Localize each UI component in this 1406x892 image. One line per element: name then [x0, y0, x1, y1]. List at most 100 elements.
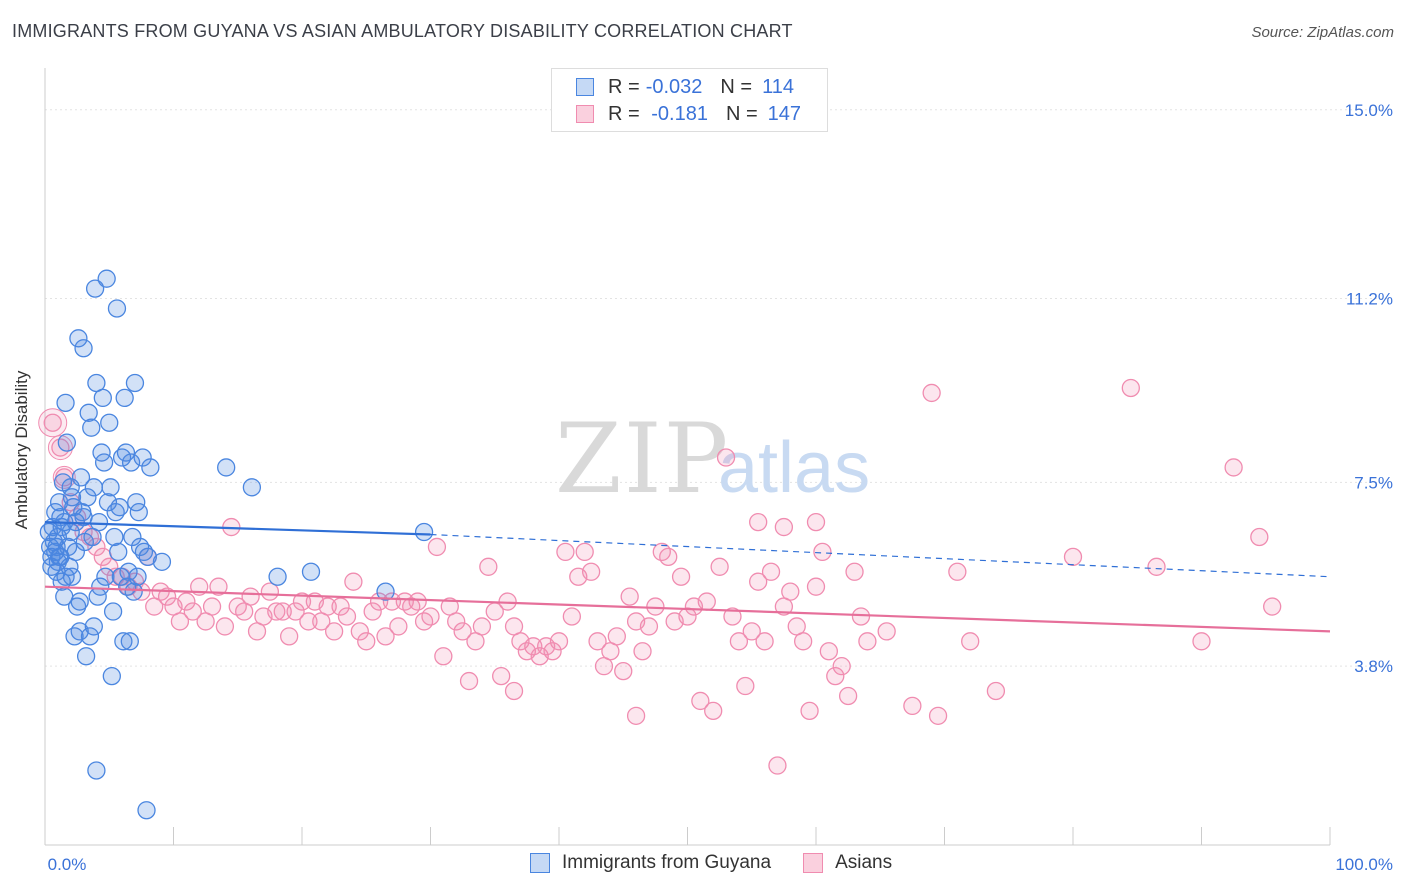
data-point-guyana [301, 562, 321, 581]
data-point-guyana [116, 443, 136, 462]
data-point-asians [729, 632, 749, 651]
legend-row-asians: R = -0.181 N = 147 [576, 102, 801, 126]
data-point-guyana [80, 627, 100, 646]
data-point-asians [292, 592, 312, 611]
data-point-asians [774, 517, 794, 537]
data-point-guyana [141, 458, 160, 477]
data-point-asians [427, 537, 447, 557]
data-point-asians [447, 612, 466, 631]
data-point-guyana [56, 567, 75, 586]
data-point-guyana [105, 527, 124, 547]
data-point-asians [524, 637, 543, 656]
data-point-asians [749, 572, 768, 591]
data-point-asians [286, 602, 305, 621]
data-point-asians [832, 657, 851, 676]
data-point-guyana [98, 493, 118, 512]
data-point-guyana [89, 512, 109, 532]
data-point-asians [671, 567, 691, 586]
data-point-asians [241, 587, 260, 606]
legend-r-label: R = [608, 102, 640, 125]
data-point-asians [132, 582, 151, 601]
legend-r-value: -0.032 [645, 75, 703, 98]
data-point-asians [723, 607, 742, 626]
data-point-asians [948, 562, 967, 581]
data-point-asians [697, 592, 716, 611]
data-point-guyana [123, 527, 142, 547]
legend-r-label: R = [608, 75, 640, 98]
x-tick-label: 100.0% [1335, 855, 1393, 874]
data-point-guyana [120, 632, 139, 651]
data-point-asians [279, 627, 299, 646]
data-point-guyana [124, 582, 143, 601]
data-point-guyana [76, 647, 96, 666]
data-point-guyana [102, 666, 121, 686]
data-point-guyana [96, 567, 115, 586]
data-point-asians [209, 577, 228, 596]
data-point-guyana [129, 503, 148, 522]
legend-r-value: -0.181 [645, 102, 708, 125]
data-point-asians [749, 512, 768, 532]
legend-row-guyana: R = -0.032 N = 114 [576, 75, 794, 99]
data-point-guyana [78, 488, 97, 507]
series-legend: Immigrants from Guyana Asians [530, 852, 924, 874]
series-guyana [39, 269, 434, 820]
data-point-asians [691, 691, 710, 711]
x-tick-label: 0.0% [48, 855, 87, 874]
data-point-guyana [67, 597, 87, 616]
data-point-guyana [137, 801, 156, 820]
y-tick-label: 15.0% [1345, 101, 1393, 120]
grid-lines [45, 109, 1390, 667]
data-point-asians [1224, 458, 1243, 477]
legend-n-value: 114 [762, 75, 794, 98]
data-point-asians [575, 542, 594, 562]
legend-swatch-asians [803, 853, 824, 873]
data-point-asians [961, 632, 980, 651]
data-point-guyana [128, 567, 147, 586]
data-point-guyana [85, 279, 105, 298]
data-point-guyana [414, 522, 434, 542]
data-point-asians [1147, 557, 1166, 576]
data-point-asians [710, 557, 729, 576]
data-point-guyana [93, 388, 112, 408]
data-point-guyana [62, 488, 82, 507]
y-axis-label: Ambulatory Disability [12, 370, 31, 530]
data-point-guyana [376, 582, 395, 601]
data-point-guyana [125, 373, 145, 393]
data-point-guyana [109, 542, 128, 562]
legend-item-guyana[interactable]: Immigrants from Guyana [530, 852, 771, 874]
data-point-guyana [69, 329, 88, 348]
data-point-asians [620, 587, 639, 606]
data-point-asians [459, 671, 479, 691]
data-point-asians [903, 696, 922, 716]
data-point-asians [1250, 527, 1269, 547]
data-point-asians [639, 617, 659, 636]
data-point-asians [453, 622, 472, 641]
data-point-guyana [101, 478, 120, 497]
data-point-guyana [138, 547, 157, 567]
data-point-asians [376, 627, 395, 646]
legend-label-guyana: Immigrants from Guyana [562, 852, 772, 873]
data-point-guyana [107, 299, 127, 318]
data-point-guyana [49, 547, 69, 567]
data-point-asians [408, 592, 427, 611]
data-point-asians [479, 557, 498, 576]
data-point-asians [157, 587, 177, 606]
data-point-asians [877, 622, 896, 641]
data-point-asians [299, 612, 318, 631]
data-point-guyana [70, 622, 89, 641]
data-point-asians [421, 607, 440, 626]
data-point-guyana [121, 453, 141, 472]
legend-item-asians[interactable]: Asians [803, 852, 892, 874]
data-point-asians [1263, 597, 1282, 616]
data-point-asians [806, 577, 826, 596]
legend-label-asians: Asians [835, 852, 893, 873]
data-point-asians [492, 666, 511, 686]
data-point-asians [845, 562, 864, 581]
data-point-asians [851, 607, 871, 626]
data-point-guyana [87, 761, 106, 780]
data-point-asians [382, 592, 402, 611]
data-point-asians [1192, 632, 1211, 651]
data-point-asians [43, 413, 62, 432]
